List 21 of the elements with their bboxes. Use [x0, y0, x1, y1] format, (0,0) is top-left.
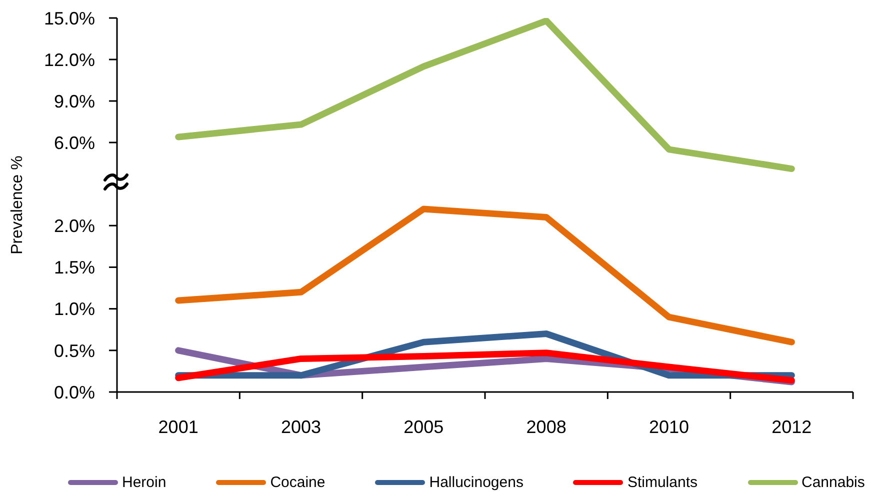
y-tick-label: 0.5% — [54, 340, 95, 361]
y-tick-label: 1.0% — [54, 299, 95, 320]
legend-label: Stimulants — [627, 474, 698, 490]
legend-label: Cocaine — [270, 474, 326, 490]
legend-label: Hallucinogens — [429, 474, 524, 490]
y-tick-label: 1.5% — [54, 258, 95, 278]
x-tick-label: 2008 — [526, 417, 566, 437]
y-tick-label: 9.0% — [54, 91, 95, 112]
legend-label: Heroin — [122, 474, 166, 490]
legend-label: Cannabis — [802, 474, 865, 490]
x-tick-label: 2001 — [158, 417, 198, 437]
x-tick-label: 2010 — [648, 417, 690, 437]
y-tick-label: 0.0% — [54, 382, 95, 402]
y-tick-label: 6.0% — [54, 132, 95, 153]
y-tick-label: 2.0% — [54, 216, 95, 236]
y-tick-label: 15.0% — [44, 8, 95, 28]
x-tick-label: 2003 — [280, 417, 322, 437]
y-tick-label: 12.0% — [44, 50, 95, 70]
y-axis-title: Prevalence % — [8, 156, 26, 254]
x-tick-label: 2012 — [772, 417, 812, 437]
x-tick-label: 2005 — [404, 417, 444, 437]
